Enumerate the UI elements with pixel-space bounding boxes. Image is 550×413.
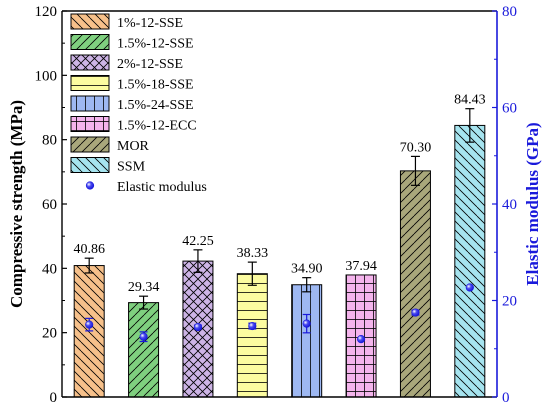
left-tick-label-0: 0 (50, 390, 58, 406)
right-tick-label-40: 40 (502, 197, 517, 213)
bar-1-5-18-sse (236, 273, 268, 398)
legend-item-1-5-12-sse: 1.5%-12-SSE (70, 34, 194, 52)
legend-item-2-12-sse: 2%-12-SSE (70, 54, 183, 72)
left-tick-label-60: 60 (42, 197, 57, 213)
error-bar-1-5-24-sse (302, 277, 312, 293)
legend-swatch (70, 54, 110, 71)
left-tick-label-80: 80 (42, 133, 57, 149)
data-label-ssm: 84.43 (454, 93, 486, 108)
left-tick-label-120: 120 (35, 4, 58, 20)
legend-swatch (70, 34, 110, 50)
modulus-point-2-12-sse (193, 322, 203, 332)
modulus-point-1-5-18-sse (248, 321, 257, 331)
left-tick-label-20: 20 (42, 326, 57, 342)
y-axis-title: Compressive strength (MPa) (7, 100, 26, 308)
legend-item-elastic-modulus: Elastic modulus (85, 180, 207, 195)
modulus-point-1-5-12-ecc (356, 335, 366, 344)
data-label-1-5-24-sse: 34.90 (291, 262, 323, 277)
legend-label: MOR (117, 139, 150, 154)
data-label-mor: 70.30 (400, 140, 432, 155)
bar-mor (399, 170, 431, 398)
modulus-point-1-5-24-sse (302, 319, 311, 328)
data-label-1-5-12-sse: 29.34 (128, 280, 160, 295)
legend-swatch (85, 181, 95, 190)
legend-label: 1.5%-12-ECC (117, 119, 197, 134)
error-bar-ssm (465, 108, 475, 143)
modulus-point-1-5-12-sse (139, 332, 148, 341)
legend-label: 1%-12-SSE (117, 16, 183, 31)
legend-label: 1.5%-12-SSE (117, 37, 194, 52)
legend-item-1-5-18-sse: 1.5%-18-SSE (70, 75, 194, 93)
data-labels-layer: 40.86 29.34 42.25 38.33 34.90 37.94 70.30 84.43 (73, 93, 485, 295)
left-tick-label-100: 100 (35, 68, 58, 84)
error-bar-mor (410, 155, 420, 186)
legend-item-1-5-24-sse: 1.5%-24-SSE (70, 95, 194, 113)
bar-1-5-12-sse (128, 302, 160, 398)
legend-item-1-5-12-ecc: 1.5%-12-ECC (70, 116, 197, 134)
legend-swatch (70, 136, 110, 153)
data-label-1-12-sse: 40.86 (73, 242, 105, 257)
legend-swatch (70, 95, 110, 112)
legend-item-ssm: SSM (70, 157, 146, 175)
right-tick-label-20: 20 (502, 294, 517, 310)
modulus-point-ssm (465, 283, 474, 292)
legend-label: SSM (117, 160, 146, 175)
bar-1-5-24-sse (291, 284, 323, 398)
modulus-point-1-12-sse (85, 320, 94, 329)
legend-swatch (70, 157, 110, 173)
error-bar-1-5-18-sse (247, 261, 257, 286)
bar-ssm (454, 124, 486, 398)
error-bar-1-12-sse (84, 257, 94, 274)
legend-label: Elastic modulus (117, 180, 207, 195)
elastic-modulus-markers (85, 283, 474, 344)
bars-layer (73, 124, 486, 398)
error-bar-1-5-12-sse (139, 295, 149, 310)
data-label-1-5-12-ecc: 37.94 (345, 259, 377, 274)
data-label-1-5-18-sse: 38.33 (237, 246, 269, 261)
right-tick-label-60: 60 (502, 101, 517, 117)
legend-item-1-12-sse: 1%-12-SSE (70, 13, 183, 31)
right-tick-label-0: 0 (502, 390, 510, 406)
legend-swatch (70, 116, 110, 132)
modulus-point-mor (411, 308, 420, 317)
legend-swatch (70, 13, 110, 30)
legend-label: 2%-12-SSE (117, 57, 183, 72)
y-axis-right-title: Elastic modulus (GPa) (523, 122, 542, 285)
legend-item-mor: MOR (70, 136, 150, 154)
axes-layer: 0 20 40 60 80 100 120 0 20 40 60 80 Compressive stre… (7, 4, 542, 406)
legend-label: 1.5%-24-SSE (117, 98, 194, 113)
legend-swatch (70, 75, 110, 91)
left-tick-label-40: 40 (42, 261, 57, 277)
legend: 1%-12-SSE 1.5%-12-SSE 2%-12-SSE 1.5%-18-SSE… (70, 13, 207, 195)
data-label-2-12-sse: 42.25 (182, 234, 214, 249)
legend-label: 1.5%-18-SSE (117, 78, 194, 93)
right-tick-label-80: 80 (502, 4, 517, 20)
error-bar-2-12-sse (193, 249, 203, 273)
